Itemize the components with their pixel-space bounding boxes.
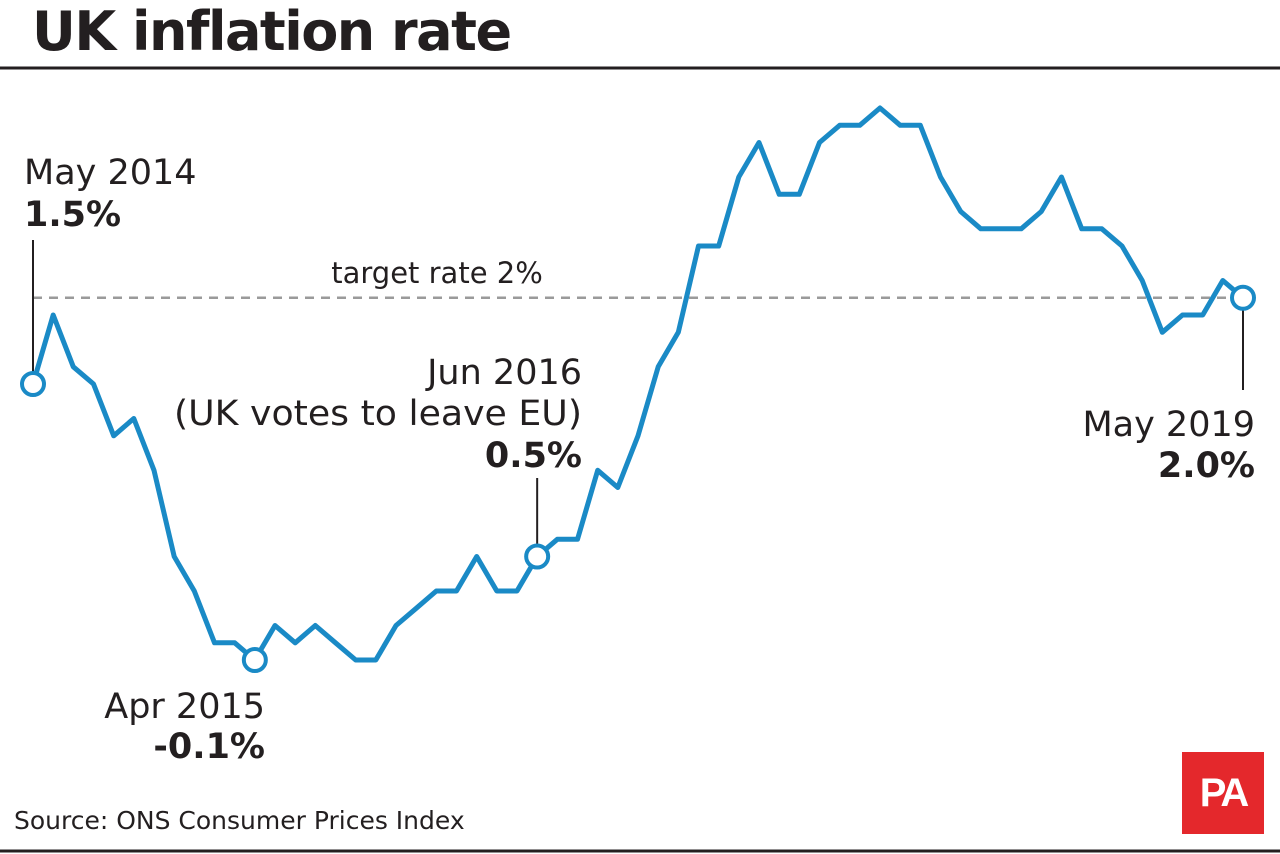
annotation-may-2019-date: May 2019	[1082, 405, 1255, 445]
annotation-jun-2016-date: Jun 2016	[425, 353, 582, 393]
annotation-apr-2015-date: Apr 2015	[104, 687, 265, 727]
annotation-may-2019-value: 2.0%	[1158, 446, 1255, 486]
data-point-marker-may-2019	[1230, 284, 1256, 311]
annotation-may-2014-date: May 2014	[24, 153, 197, 193]
annotation-jun-2016-value: 0.5%	[485, 436, 582, 476]
source-note: Source: ONS Consumer Prices Index	[14, 806, 465, 835]
annotation-markers	[20, 284, 1256, 673]
target-rate-label: target rate 2%	[331, 256, 543, 290]
annotation-apr-2015-value: -0.1%	[153, 727, 265, 767]
annotation-jun-2016-note: (UK votes to leave EU)	[174, 394, 582, 434]
pa-logo-text: PA	[1199, 770, 1250, 815]
annotation-may-2014-value: 1.5%	[24, 195, 121, 235]
chart-title: UK inflation rate	[32, 0, 512, 63]
pa-logo: PA	[1182, 752, 1264, 834]
data-point-marker-may-2014	[20, 371, 46, 397]
annotation-leaders	[32, 240, 1244, 557]
data-point-marker-jun-2016	[524, 543, 551, 570]
data-point-marker-apr-2015	[241, 647, 268, 673]
inflation-series-line	[30, 105, 1246, 663]
